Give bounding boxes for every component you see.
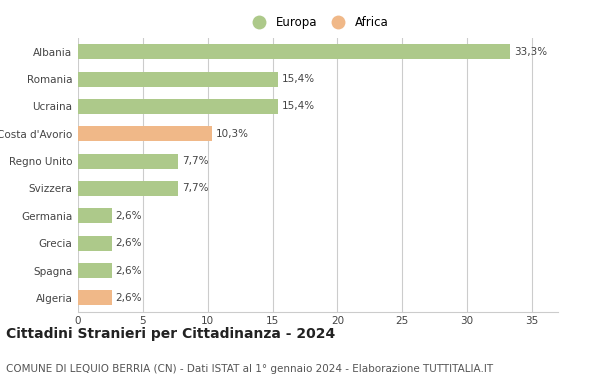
Text: 33,3%: 33,3% <box>514 47 547 57</box>
Text: 2,6%: 2,6% <box>116 266 142 276</box>
Bar <box>78 236 112 251</box>
Bar <box>78 126 212 141</box>
Bar <box>78 44 510 59</box>
Text: 2,6%: 2,6% <box>116 293 142 303</box>
Text: 2,6%: 2,6% <box>116 238 142 248</box>
Text: 2,6%: 2,6% <box>116 211 142 221</box>
Text: 7,7%: 7,7% <box>182 184 208 193</box>
Bar <box>78 154 178 169</box>
Bar <box>78 99 278 114</box>
Bar <box>78 181 178 196</box>
Bar <box>78 263 112 278</box>
Text: 10,3%: 10,3% <box>215 129 248 139</box>
Legend: Europa, Africa: Europa, Africa <box>247 16 389 29</box>
Text: 7,7%: 7,7% <box>182 156 208 166</box>
Bar <box>78 208 112 223</box>
Text: COMUNE DI LEQUIO BERRIA (CN) - Dati ISTAT al 1° gennaio 2024 - Elaborazione TUTT: COMUNE DI LEQUIO BERRIA (CN) - Dati ISTA… <box>6 364 493 374</box>
Text: Cittadini Stranieri per Cittadinanza - 2024: Cittadini Stranieri per Cittadinanza - 2… <box>6 327 335 341</box>
Bar <box>78 290 112 306</box>
Text: 15,4%: 15,4% <box>281 101 315 111</box>
Text: 15,4%: 15,4% <box>281 74 315 84</box>
Bar <box>78 71 278 87</box>
